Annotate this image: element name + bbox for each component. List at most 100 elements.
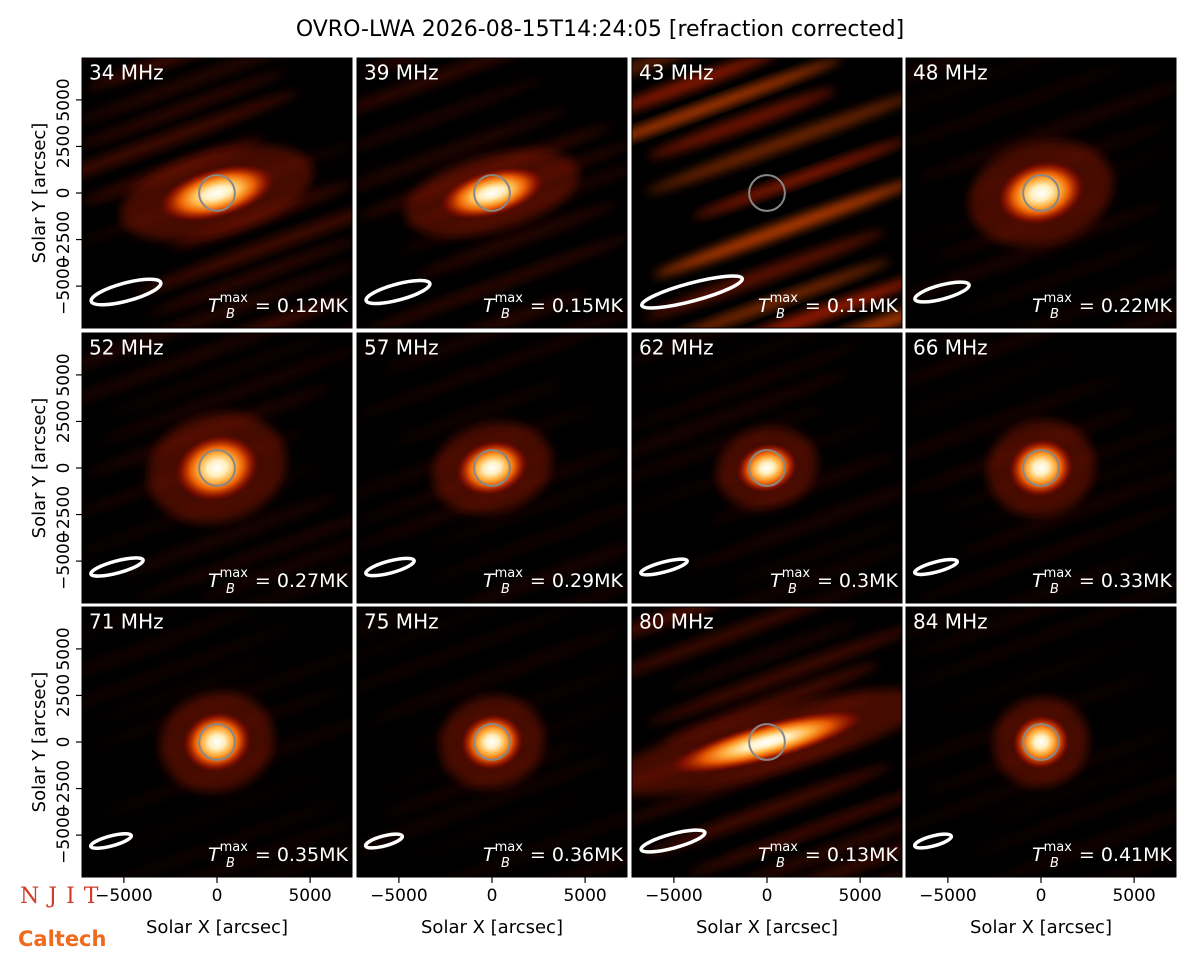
tb-superscript: max	[1044, 291, 1073, 306]
beam	[363, 832, 405, 850]
tb-subscript: B	[776, 307, 785, 322]
tb-superscript: max	[770, 291, 799, 306]
emission-core	[665, 708, 869, 776]
emission-streak	[907, 607, 1176, 687]
emission-streak	[906, 203, 1164, 307]
emission-streak	[442, 901, 668, 975]
y-tick-label: −2500	[54, 211, 74, 269]
tb-subscript: B	[501, 307, 510, 322]
emission-streak	[632, 333, 879, 367]
frequency-label: 57 MHz	[364, 336, 439, 360]
panel	[357, 58, 627, 328]
emission-streak	[119, 820, 352, 877]
panel	[632, 58, 902, 328]
tb-max-label: Tmax B = 0.12MK	[208, 291, 349, 322]
beam	[639, 274, 745, 310]
solar-disk	[748, 723, 786, 761]
panel	[865, 0, 1176, 328]
y-tick-label: 0	[54, 188, 74, 199]
y-tick-label: 5000	[54, 353, 74, 396]
x-axis-label: Solar X [arcsec]	[146, 917, 288, 938]
frequency-label: 80 MHz	[639, 610, 714, 634]
emission-streak	[673, 577, 884, 603]
emission-streak	[632, 58, 779, 118]
y-tick-label: 0	[54, 737, 74, 748]
emission-streak	[423, 530, 627, 603]
emission-streak	[394, 293, 627, 328]
emission-streak	[413, 202, 618, 278]
emission-streak	[82, 607, 256, 686]
emission-streak	[704, 820, 902, 877]
emission-streak	[668, 620, 859, 691]
tb-symbol: T	[208, 295, 221, 317]
emission-streak	[632, 607, 859, 691]
emission-streak	[407, 579, 627, 603]
tb-value: = 0.13MK	[805, 844, 899, 866]
emission-streak	[906, 58, 1078, 105]
emission-streak	[112, 772, 326, 851]
emission-streak	[82, 333, 233, 380]
tb-max-label: Tmax B = 0.15MK	[483, 291, 624, 322]
emission-streak	[136, 497, 352, 599]
emission-streak	[632, 58, 842, 162]
emission-streak	[391, 380, 565, 445]
tb-subscript: B	[1050, 307, 1059, 322]
emission-streak	[970, 249, 1176, 328]
emission-streak	[411, 291, 587, 328]
emission-streak	[429, 486, 627, 581]
tb-superscript: max	[1044, 566, 1073, 581]
panel-frame	[905, 57, 1177, 329]
tb-value: = 0.35MK	[255, 844, 349, 866]
emission-streak	[961, 241, 1159, 314]
y-tick-label: −5000	[54, 806, 74, 864]
x-tick-label: 0	[762, 886, 773, 906]
emission-streak	[367, 628, 625, 723]
emission-streak	[913, 503, 1176, 603]
y-axis-label: Solar Y [arcsec]	[29, 398, 50, 539]
emission-streak	[992, 799, 1176, 877]
frequency-label: 48 MHz	[913, 61, 988, 85]
logo-njit: NJIT	[20, 884, 107, 909]
tb-subscript: B	[776, 856, 785, 871]
beam	[639, 557, 689, 577]
solar-disk	[198, 723, 236, 761]
emission-streak	[357, 78, 545, 164]
tb-max-label: Tmax B = 0.35MK	[208, 840, 349, 871]
emission-streak	[648, 537, 902, 603]
emission-streak	[976, 752, 1176, 827]
emission-streak	[736, 804, 902, 877]
emission-streak	[82, 625, 292, 728]
emission-core	[1007, 437, 1075, 499]
tb-symbol: T	[483, 295, 496, 317]
frequency-label: 71 MHz	[89, 610, 164, 634]
emission-streak	[940, 555, 1148, 603]
emission-core	[459, 712, 525, 772]
tb-subscript: B	[501, 582, 510, 597]
y-tick-label: 2500	[54, 400, 74, 443]
tb-symbol: T	[758, 844, 771, 866]
emission-streak	[906, 376, 1120, 476]
x-tick-label: 5000	[288, 886, 331, 906]
tb-value: = 0.33MK	[1079, 570, 1173, 592]
tb-max-label: Tmax B = 0.41MK	[1032, 840, 1173, 871]
tb-symbol: T	[758, 295, 771, 317]
emission-streak	[865, 0, 1136, 47]
emission-streak	[910, 607, 1136, 657]
solar-disk	[473, 723, 511, 761]
emission-core	[1011, 713, 1071, 771]
emission-streak	[671, 272, 902, 328]
frequency-label: 75 MHz	[364, 610, 439, 634]
panel-frame	[631, 57, 903, 329]
panel	[357, 333, 627, 603]
emission-streak	[357, 58, 578, 126]
panel-frame	[356, 57, 628, 329]
tb-symbol: T	[208, 844, 221, 866]
logo-caltech: Caltech	[18, 927, 106, 951]
frequency-label: 66 MHz	[913, 336, 988, 360]
emission-streak	[632, 607, 768, 647]
y-tick-label: 2500	[54, 125, 74, 168]
emission-streak	[692, 138, 902, 219]
emission-streak	[357, 608, 574, 701]
tb-subscript: B	[226, 582, 235, 597]
emission-streak	[357, 108, 569, 201]
